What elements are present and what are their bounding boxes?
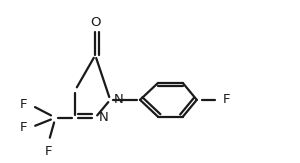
Text: N: N <box>99 111 109 124</box>
Text: N: N <box>114 93 124 106</box>
Text: F: F <box>20 121 28 134</box>
Text: F: F <box>223 93 230 106</box>
Text: O: O <box>90 16 101 30</box>
Text: F: F <box>20 98 28 111</box>
Text: F: F <box>45 145 52 158</box>
